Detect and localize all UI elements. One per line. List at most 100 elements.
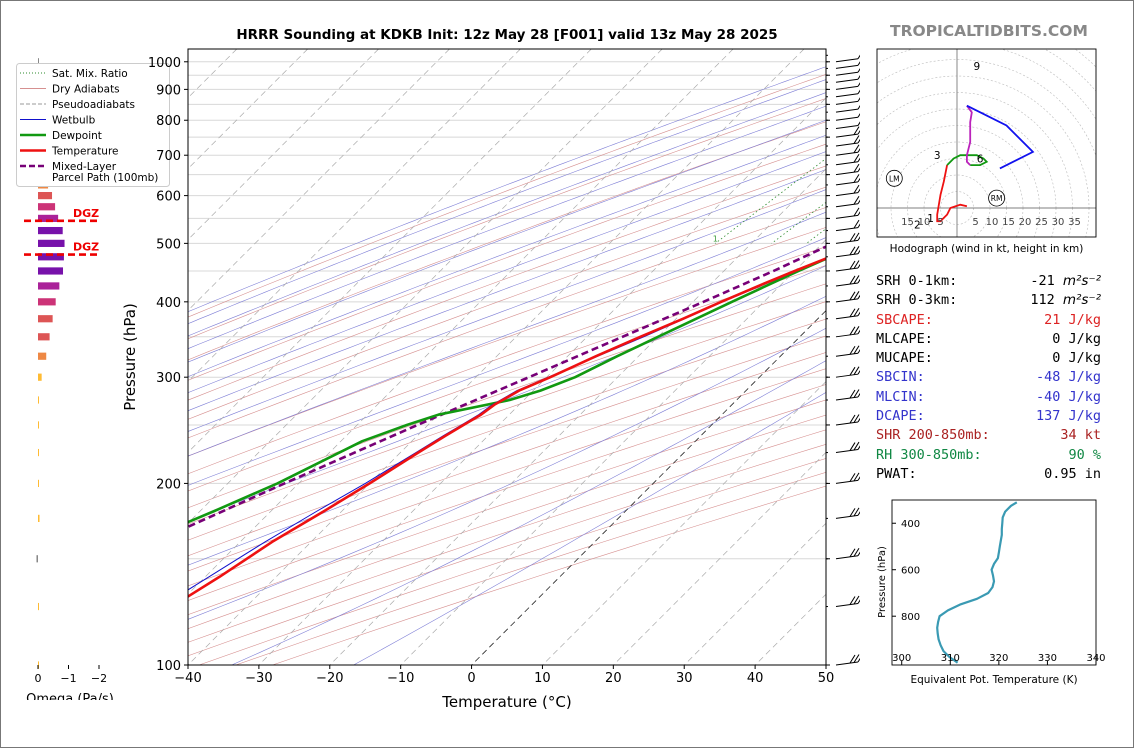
x-tick-label: 50 (818, 671, 835, 686)
dry-adiabat (188, 227, 826, 457)
stat-label: PWAT: (876, 465, 917, 482)
hodograph-segment (936, 164, 968, 223)
moist-adiabat (188, 295, 826, 566)
omega-axis-label: Omega (Pa/s) (26, 692, 114, 700)
wind-barb-flag (853, 441, 860, 451)
wind-barb-flag (849, 260, 856, 270)
moist-adiabat (188, 66, 826, 313)
hodograph-ring-label: 5 (972, 217, 978, 228)
wind-barb-flag (849, 548, 856, 558)
moist-adiabat (188, 119, 826, 363)
omega-bar (38, 214, 59, 222)
hodograph-segment (946, 154, 989, 166)
wind-barb-flag (853, 548, 860, 557)
wind-barb (835, 108, 859, 113)
wind-barb-flag (857, 199, 860, 205)
legend-label: Dewpoint (52, 130, 102, 142)
stat-row: SHR 200-850mb: 34 kt (876, 426, 1101, 445)
dry-adiabat (188, 368, 826, 587)
dry-adiabat (188, 399, 826, 616)
hodograph-height-label: 9 (973, 61, 980, 73)
wind-barb-flag (853, 153, 860, 163)
wind-barb (835, 239, 859, 244)
stat-unit: m²s⁻² (1062, 292, 1101, 309)
theta-e-y-tick-label: 800 (901, 612, 920, 623)
omega-bar (38, 514, 40, 522)
isotherm-line (258, 97, 826, 665)
wind-barb-flag (857, 445, 860, 450)
storm-motion-marker (885, 169, 903, 187)
wind-barb-flag (853, 507, 860, 517)
hodograph-segment (966, 104, 1035, 170)
stat-label: SRH 0-3km: (876, 292, 958, 309)
moist-adiabat (231, 360, 826, 665)
wind-barb-flag (853, 219, 860, 229)
wind-barb (835, 253, 859, 258)
wind-barb (835, 64, 859, 69)
isotherm-line (613, 451, 826, 665)
wind-barb-flag (857, 349, 860, 354)
wind-barb-flag (849, 291, 856, 301)
isotherm-line (542, 381, 826, 665)
hodograph-height-label: 3 (934, 150, 941, 162)
dry-adiabat (188, 74, 826, 318)
y-tick-label: 200 (156, 477, 181, 492)
dry-adiabat (188, 414, 826, 630)
moist-adiabat (188, 92, 826, 337)
isotherm-line (329, 168, 826, 665)
hodograph-ring-label: 20 (1019, 217, 1032, 228)
theta-e-x-tick-label: 330 (1038, 653, 1057, 664)
moist-adiabat (353, 391, 826, 665)
hodograph-ring-label: 15 (901, 217, 914, 228)
skew-t-chart: 1468101316202430365156F−40−30−20−1001020… (121, 48, 860, 711)
stat-value: 0 J/kg (1052, 330, 1101, 347)
legend-box (16, 63, 170, 187)
stat-row: SBCAPE: 21 J/kg (876, 311, 1101, 330)
wind-barb-flag (849, 473, 856, 482)
theta-e-y-axis-label: Pressure (hPa) (877, 546, 888, 618)
stat-value: -21 (1030, 273, 1055, 289)
theta-e-line (936, 501, 1018, 664)
x-tick-label: 40 (747, 671, 764, 686)
stat-row: MUCAPE: 0 J/kg (876, 349, 1101, 368)
wind-barb-flag (857, 82, 860, 87)
wind-barb (835, 298, 859, 303)
wind-barb (835, 396, 859, 401)
wind-barb-flag (849, 596, 856, 605)
y-tick-label: 700 (156, 149, 181, 164)
skew-t-plot-area: 146810131620243036 (188, 49, 826, 665)
wind-barb (835, 479, 859, 484)
wind-barb-flag (857, 417, 860, 423)
stat-row: PWAT: 0.95 in (876, 465, 1101, 484)
y-tick-label: 600 (156, 190, 181, 205)
wind-barb-flag (853, 260, 860, 269)
omega-bar (36, 555, 38, 563)
stat-label: SBCAPE: (876, 311, 933, 328)
wind-barb (835, 203, 859, 208)
wind-barb (835, 333, 859, 338)
omega-tick-label: −2 (91, 672, 107, 685)
wind-barb-flag (853, 174, 860, 183)
isotherm-line (471, 310, 826, 665)
moist-adiabat (188, 327, 826, 620)
stat-label: RH 300-850mb: (876, 446, 982, 463)
wind-barb (835, 421, 859, 426)
isotherm-line (188, 49, 663, 524)
legend: Sat. Mix. Ratio Dry Adiabats Pseudoadiabat… (16, 63, 170, 187)
dgz-label: DGZ (73, 207, 99, 220)
wind-barb (835, 267, 859, 272)
x-axis-label: Temperature (°C) (441, 693, 571, 711)
wind-barb-flag (849, 246, 856, 256)
omega-bar (38, 352, 47, 360)
wind-barb-flag (857, 188, 860, 193)
stat-row: DCAPE: 137 J/kg (876, 407, 1101, 426)
dry-adiabat (188, 186, 826, 420)
wind-barb-flag (849, 414, 856, 424)
wind-barb-flag (857, 89, 860, 95)
wind-barb-flag (853, 184, 860, 194)
wind-barb-flag (857, 278, 860, 284)
isotherm-line (684, 522, 826, 665)
wind-barb-flag (849, 345, 856, 355)
stat-label: DCAPE: (876, 408, 925, 425)
wind-barb (835, 58, 859, 63)
